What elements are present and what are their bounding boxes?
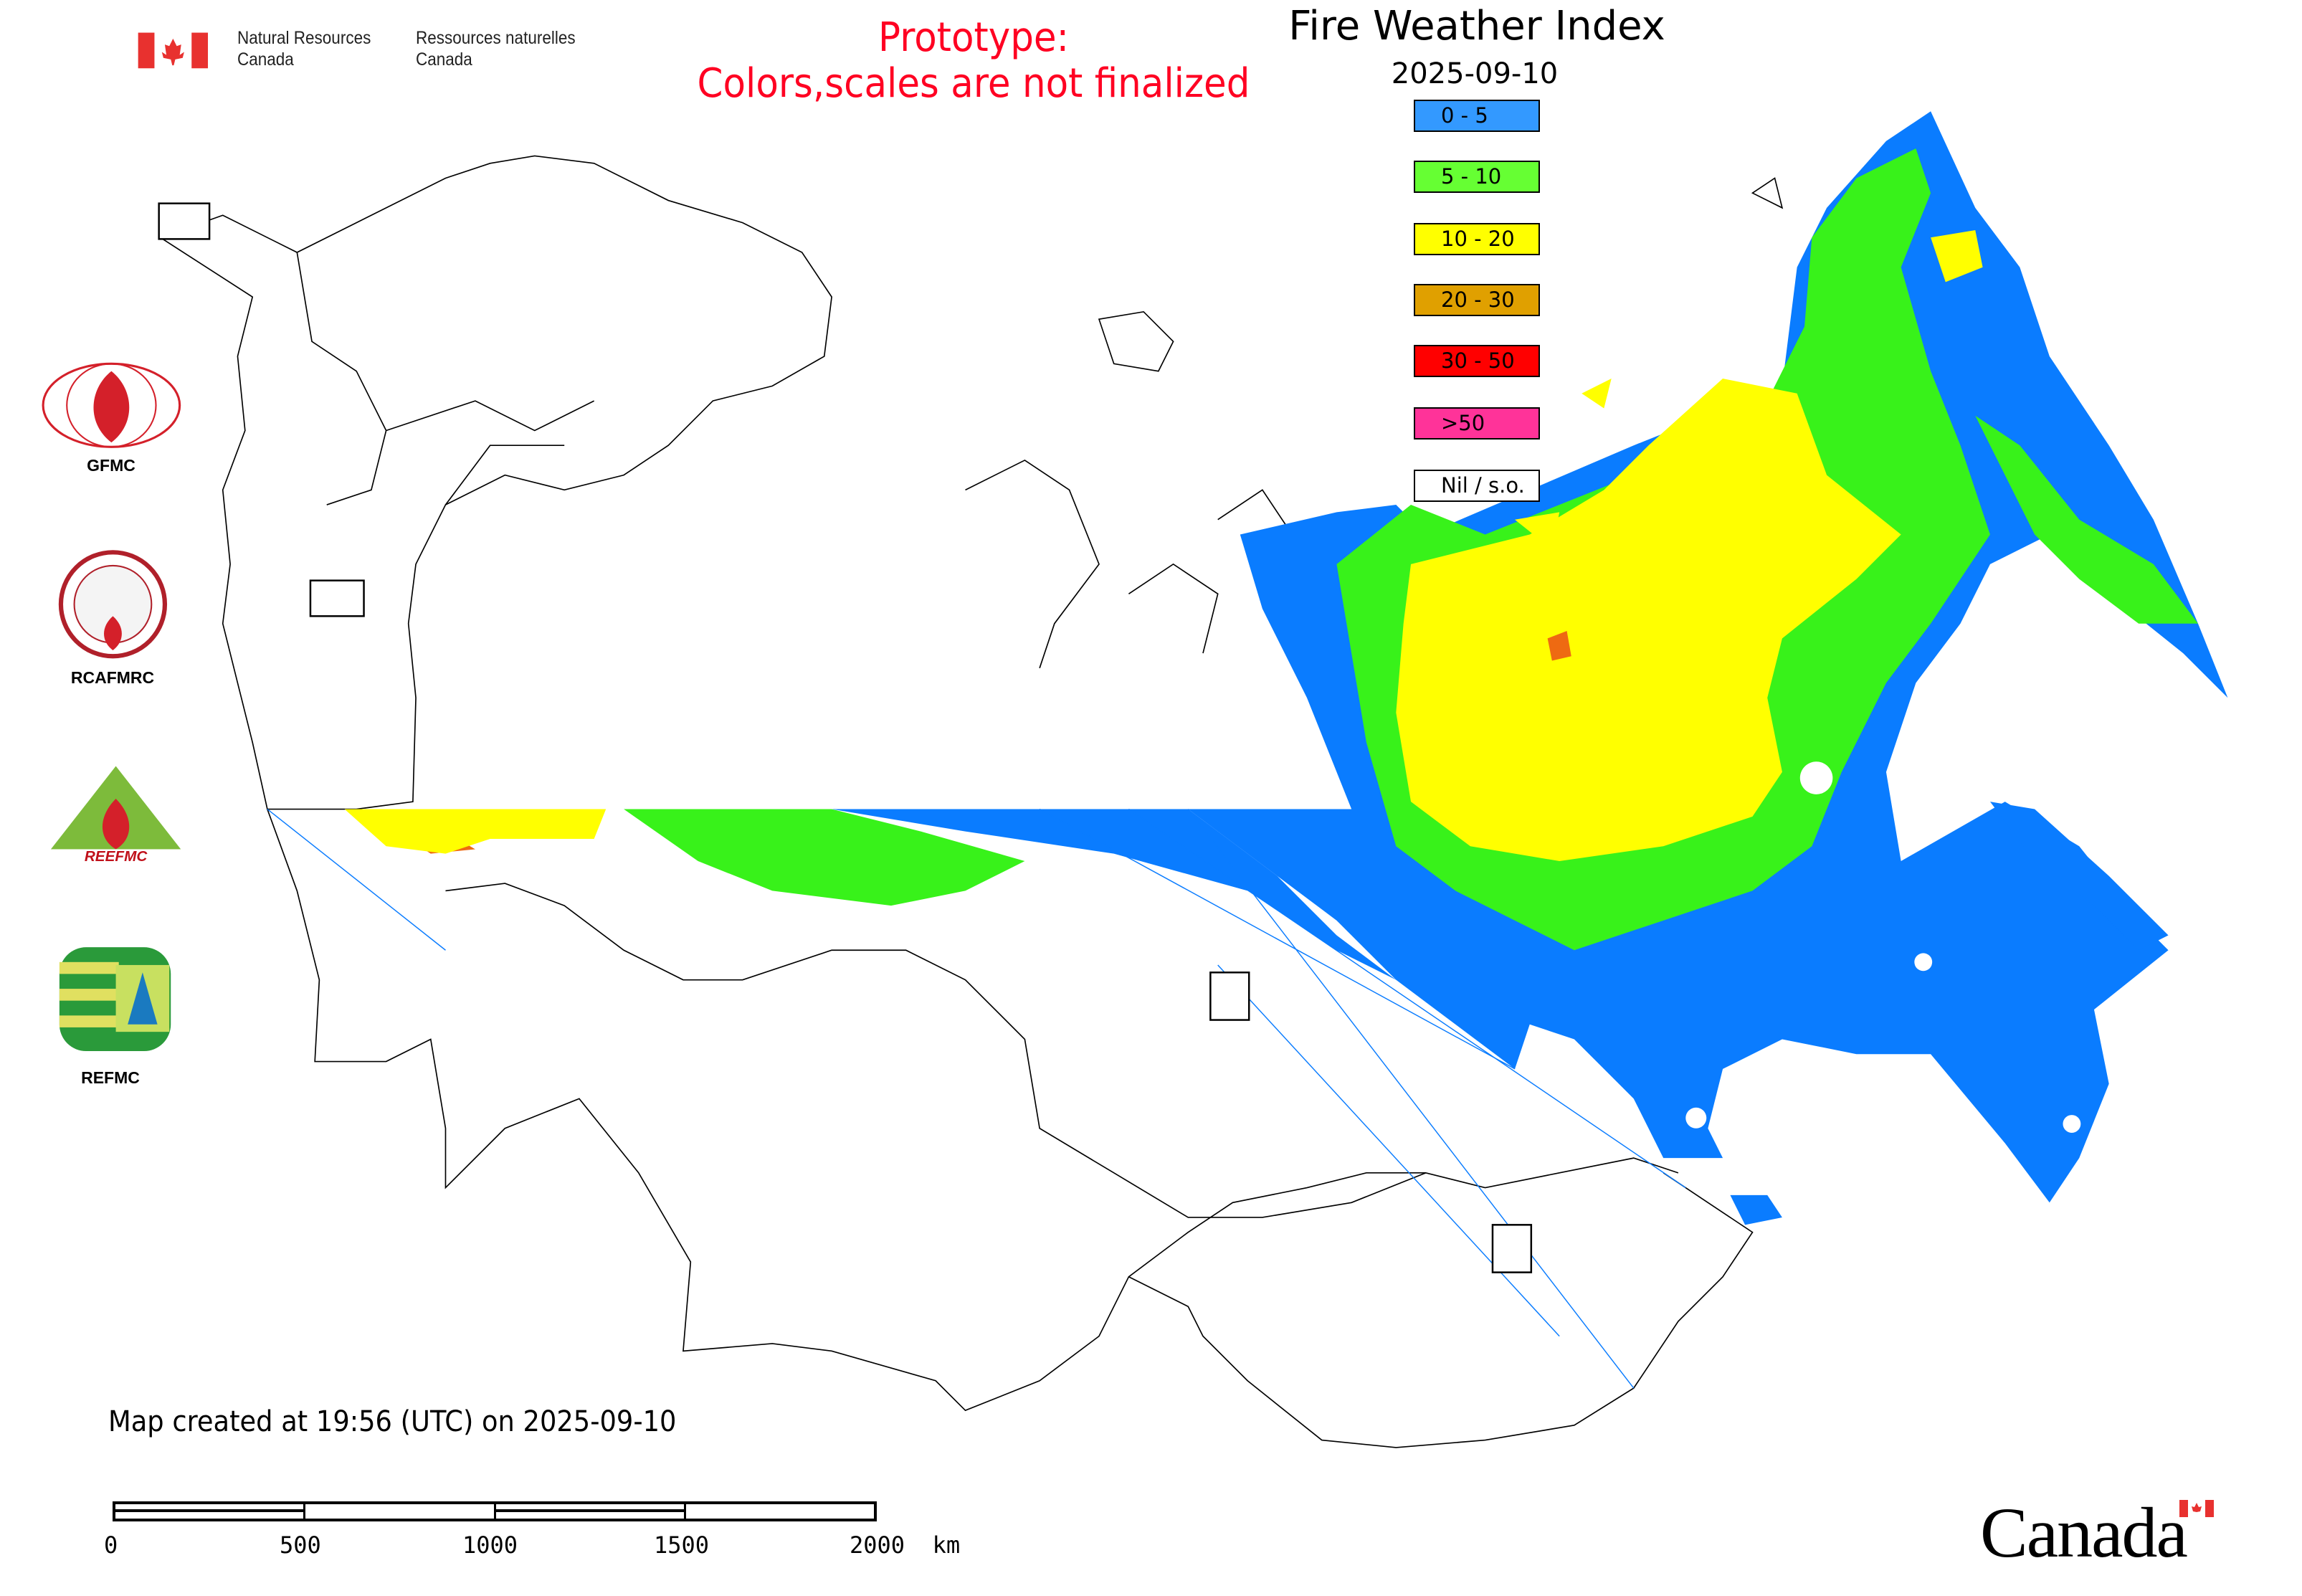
refmc-label: REFMC (81, 1068, 140, 1087)
fwi-island (1730, 1194, 1782, 1225)
fwi-zone-5-10-east (1975, 415, 2198, 624)
station-markers (158, 202, 1533, 1273)
prototype-notice-line1: Prototype: (878, 14, 1069, 61)
department-en-line1: Natural Resources (237, 28, 371, 48)
gfmc-label: GFMC (87, 456, 135, 475)
department-en-line2: Canada (237, 49, 294, 70)
rcafmrc-label: RCAFMRC (70, 668, 155, 687)
map-date: 2025-09-10 (1391, 57, 1559, 90)
scale-segment (686, 1504, 874, 1519)
department-fr-line2: Canada (416, 49, 472, 70)
fwi-strip-green (624, 809, 1025, 906)
legend-item-nil: Nil / s.o. (1414, 470, 1540, 502)
fwi-artifact-lines (267, 808, 1686, 1389)
map-created-timestamp: Map created at 19:56 (UTC) on 2025-09-10 (108, 1405, 677, 1438)
wordmark-flag-icon (2179, 1500, 2214, 1517)
gfmc-logo (42, 362, 181, 448)
legend-item-over-50: >50 (1414, 407, 1540, 440)
prototype-notice-line2: Colors,scales are not finalized (697, 60, 1250, 107)
legend-item-10-20: 10 - 20 (1414, 223, 1540, 255)
reefmc-logo: REEFMC (38, 766, 194, 865)
country-boundaries (158, 155, 1784, 1448)
legend-item-20-30: 20 - 30 (1414, 284, 1540, 316)
canada-flag-icon (138, 32, 209, 69)
legend-item-5-10: 5 - 10 (1414, 161, 1540, 193)
scale-label-1500: 1500 (654, 1531, 710, 1559)
refmc-logo (59, 947, 171, 1052)
legend-item-0-5: 0 - 5 (1414, 100, 1540, 132)
department-name-fr: Ressources naturelles Canada (416, 27, 576, 70)
svg-text:REEFMC: REEFMC (85, 848, 148, 865)
map-title: Fire Weather Index (1288, 3, 1665, 49)
department-name-en: Natural Resources Canada (237, 27, 371, 70)
legend-item-30-50: 30 - 50 (1414, 345, 1540, 377)
fwi-strip-west (344, 809, 607, 854)
scale-label-1000: 1000 (462, 1531, 518, 1559)
scale-segment (495, 1504, 686, 1519)
fwi-zone-10-20 (1396, 379, 1901, 862)
fwi-zone-10-20-north (1515, 229, 1983, 550)
scale-bar (113, 1501, 877, 1521)
fwi-sakhalin (1989, 802, 2169, 951)
scale-segment (115, 1504, 306, 1519)
canada-wordmark: Canada (1980, 1493, 2188, 1572)
scale-label-0: 0 (104, 1531, 118, 1559)
fwi-strip-blue (832, 809, 1397, 980)
department-fr-line1: Ressources naturelles (416, 28, 576, 48)
scale-segment (305, 1504, 496, 1519)
scale-label-500: 500 (280, 1531, 321, 1559)
scale-label-2000: 2000 km (850, 1531, 961, 1559)
fwi-raster (267, 111, 2228, 1389)
rcafmrc-logo (58, 550, 168, 659)
